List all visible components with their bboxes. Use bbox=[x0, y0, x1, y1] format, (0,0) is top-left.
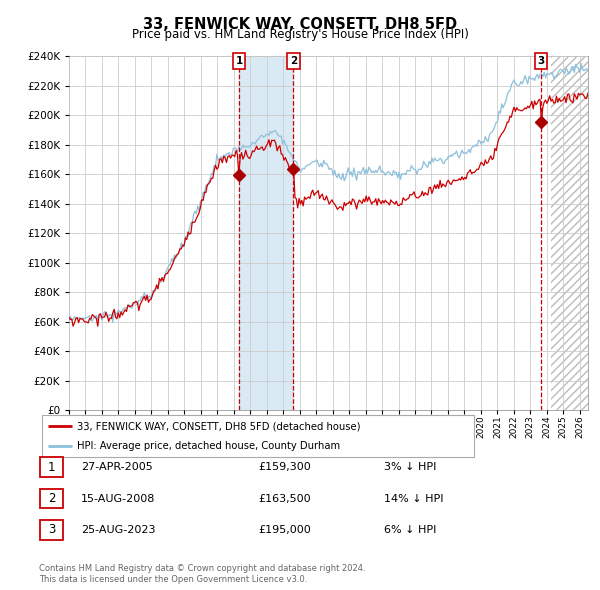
Text: £195,000: £195,000 bbox=[258, 525, 311, 535]
Text: 3% ↓ HPI: 3% ↓ HPI bbox=[384, 463, 436, 472]
Text: 33, FENWICK WAY, CONSETT, DH8 5FD: 33, FENWICK WAY, CONSETT, DH8 5FD bbox=[143, 17, 457, 32]
FancyBboxPatch shape bbox=[40, 520, 63, 540]
Text: Price paid vs. HM Land Registry's House Price Index (HPI): Price paid vs. HM Land Registry's House … bbox=[131, 28, 469, 41]
Text: 25-AUG-2023: 25-AUG-2023 bbox=[81, 525, 155, 535]
Text: 2: 2 bbox=[290, 56, 297, 66]
Bar bbox=[551, 56, 588, 410]
Text: 1: 1 bbox=[48, 461, 55, 474]
Text: £163,500: £163,500 bbox=[258, 494, 311, 503]
FancyBboxPatch shape bbox=[40, 457, 63, 477]
FancyBboxPatch shape bbox=[42, 415, 474, 457]
Text: 3: 3 bbox=[48, 523, 55, 536]
Text: 1: 1 bbox=[235, 56, 242, 66]
FancyBboxPatch shape bbox=[40, 489, 63, 509]
Text: 6% ↓ HPI: 6% ↓ HPI bbox=[384, 525, 436, 535]
Text: 33, FENWICK WAY, CONSETT, DH8 5FD (detached house): 33, FENWICK WAY, CONSETT, DH8 5FD (detac… bbox=[77, 421, 360, 431]
Text: 14% ↓ HPI: 14% ↓ HPI bbox=[384, 494, 443, 503]
Text: £159,300: £159,300 bbox=[258, 463, 311, 472]
Text: Contains HM Land Registry data © Crown copyright and database right 2024.: Contains HM Land Registry data © Crown c… bbox=[39, 565, 365, 573]
Text: HPI: Average price, detached house, County Durham: HPI: Average price, detached house, Coun… bbox=[77, 441, 340, 451]
Text: 27-APR-2005: 27-APR-2005 bbox=[81, 463, 153, 472]
Text: 15-AUG-2008: 15-AUG-2008 bbox=[81, 494, 155, 503]
Bar bbox=[239, 56, 293, 410]
Text: This data is licensed under the Open Government Licence v3.0.: This data is licensed under the Open Gov… bbox=[39, 575, 307, 584]
Text: 3: 3 bbox=[538, 56, 545, 66]
Text: 2: 2 bbox=[48, 492, 55, 505]
